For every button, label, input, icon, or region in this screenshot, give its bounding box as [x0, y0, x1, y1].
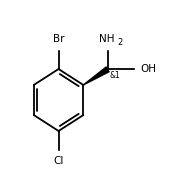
Text: NH: NH [99, 34, 114, 44]
Polygon shape [83, 66, 110, 85]
Text: OH: OH [141, 64, 157, 74]
Text: Cl: Cl [53, 156, 64, 166]
Text: Br: Br [53, 34, 64, 44]
Text: 2: 2 [117, 38, 122, 47]
Text: &1: &1 [109, 71, 120, 80]
